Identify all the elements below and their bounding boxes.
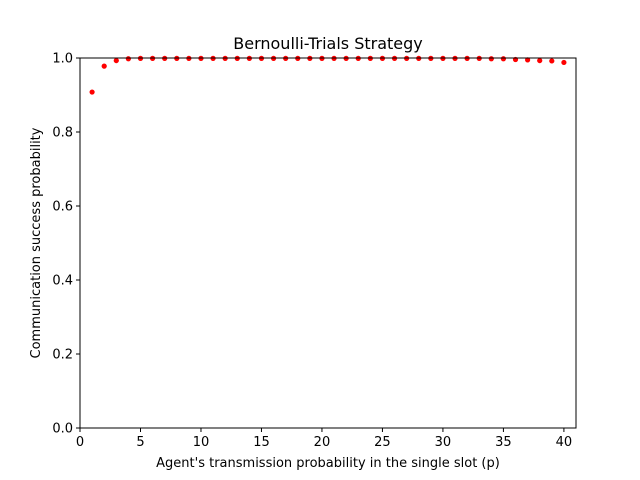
x-tick-label: 5 — [136, 435, 144, 450]
x-tick-label: 30 — [435, 435, 452, 450]
x-tick-label: 0 — [76, 435, 84, 450]
x-axis-ticks: 0 5 10 15 20 25 30 35 40 — [76, 428, 572, 450]
x-tick-label: 25 — [374, 435, 391, 450]
y-tick-label: 1.0 — [52, 52, 73, 67]
data-point — [113, 57, 119, 64]
y-tick-label: 0.6 — [52, 200, 73, 215]
chart-title: Bernoulli-Trials Strategy — [233, 34, 423, 53]
x-tick-label: 15 — [253, 435, 270, 450]
x-tick-label: 10 — [193, 435, 210, 450]
y-tick-label: 0.2 — [52, 348, 73, 363]
data-point — [537, 57, 543, 64]
x-tick-label: 35 — [495, 435, 512, 450]
y-tick-label: 0.4 — [52, 274, 73, 289]
data-point — [89, 89, 95, 95]
data-point — [549, 58, 555, 64]
y-tick-label: 0.0 — [52, 422, 73, 437]
data-point — [561, 59, 567, 66]
y-axis-ticks: 0.0 0.2 0.4 0.6 0.8 1.0 — [52, 52, 80, 437]
data-point — [488, 56, 494, 62]
y-axis-label: Communication success probability — [29, 127, 44, 358]
x-tick-label: 20 — [314, 435, 331, 450]
data-point — [525, 57, 531, 63]
y-tick-label: 0.8 — [52, 126, 73, 141]
x-tick-label: 40 — [556, 435, 573, 450]
data-point — [125, 56, 131, 62]
data-point — [500, 56, 507, 62]
data-point — [101, 63, 107, 69]
axes-frame — [79, 57, 577, 429]
x-axis-label: Agent's transmission probability in the … — [156, 456, 500, 471]
plot-area — [89, 55, 567, 95]
